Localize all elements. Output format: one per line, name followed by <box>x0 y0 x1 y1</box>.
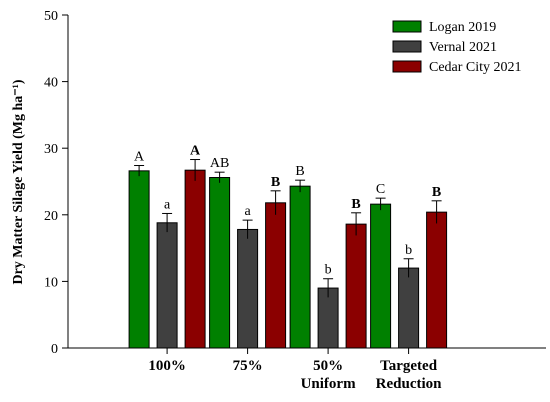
bar <box>289 185 311 349</box>
bar <box>426 211 448 349</box>
data-label: B <box>432 185 441 200</box>
legend-label: Cedar City 2021 <box>429 60 522 75</box>
labels-layer: 100% Aa A 75% AB a B 50% Uniform Bb B Targeted Reduc… <box>134 144 442 392</box>
data-label: b <box>325 263 332 278</box>
data-label: b <box>405 243 412 258</box>
bar <box>265 202 287 349</box>
data-label: a <box>244 204 251 219</box>
data-label: C <box>376 182 385 197</box>
x-tick-label: Uniform <box>301 376 356 392</box>
bar <box>156 222 178 349</box>
data-label: B <box>271 175 280 190</box>
y-tick-label: 0 <box>51 342 58 357</box>
x-tick-label: 100% <box>148 358 186 374</box>
bars-layer <box>128 159 448 349</box>
legend-label: Vernal 2021 <box>429 40 497 55</box>
data-label: A <box>134 150 145 165</box>
bar <box>128 170 150 349</box>
y-axis-label: Dry Matter Silage Yield (Mg ha⁻¹) <box>11 79 26 284</box>
bar <box>184 169 206 349</box>
y-tick-label: 50 <box>44 9 58 24</box>
x-tick-label: Reduction <box>376 376 442 392</box>
legend: Logan 2019 Vernal 2021 Cedar City 2021 <box>392 20 522 75</box>
y-tick-label: 40 <box>44 76 58 91</box>
legend-label: Logan 2019 <box>429 20 496 35</box>
y-tick-label: 30 <box>44 142 58 157</box>
data-label: a <box>164 197 171 212</box>
x-tick-label: 75% <box>233 358 263 374</box>
axes-layer: 0 10 20 30 40 50 <box>44 9 546 357</box>
y-tick-label: 20 <box>44 209 58 224</box>
legend-swatch <box>392 40 422 53</box>
x-tick-label: Targeted <box>380 358 438 374</box>
bar <box>345 223 367 349</box>
data-label: B <box>351 197 360 212</box>
bar <box>209 177 231 349</box>
x-tick-label: 50% <box>313 358 343 374</box>
bar <box>237 228 259 349</box>
data-label: AB <box>210 156 229 171</box>
bar <box>398 267 420 349</box>
data-label: B <box>295 164 304 179</box>
data-label: A <box>190 144 201 159</box>
bar <box>370 203 392 349</box>
y-tick-label: 10 <box>44 275 58 290</box>
legend-swatch <box>392 60 422 73</box>
legend-swatch <box>392 20 422 33</box>
